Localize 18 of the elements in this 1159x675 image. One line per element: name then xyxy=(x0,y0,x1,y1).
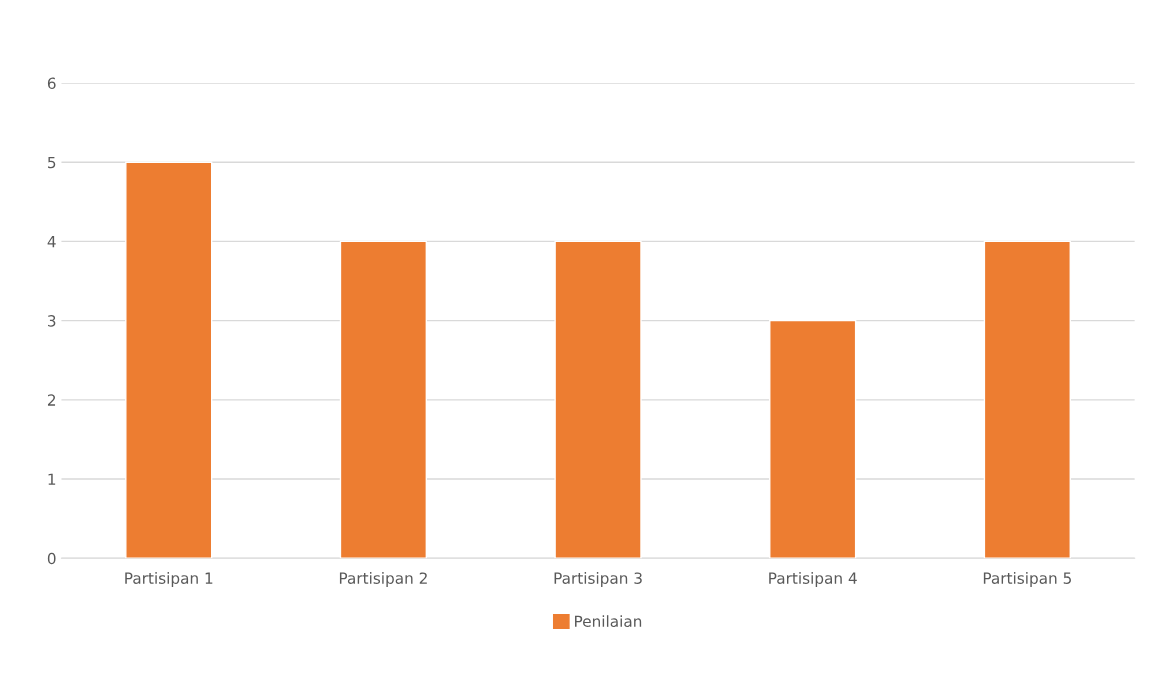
y-tick-label: 0 xyxy=(47,552,56,565)
bar xyxy=(125,161,213,559)
x-tick-label: Partisipan 5 xyxy=(983,572,1071,587)
legend-label: Penilaian xyxy=(575,615,642,628)
x-tick-label: Partisipan 2 xyxy=(339,572,427,587)
x-tick-label: Partisipan 4 xyxy=(769,572,857,587)
y-tick-label: 4 xyxy=(47,236,56,248)
y-tick-label: 6 xyxy=(47,77,56,90)
y-tick-label: 5 xyxy=(48,156,56,169)
y-tick-label: 1 xyxy=(48,473,56,485)
bar xyxy=(769,319,857,559)
bar xyxy=(983,240,1071,559)
y-tick-label: 2 xyxy=(47,394,56,406)
bar xyxy=(339,240,428,559)
x-tick-label: Partisipan 1 xyxy=(125,572,213,587)
y-tick-label: 3 xyxy=(48,315,56,327)
x-tick-label: Partisipan 3 xyxy=(554,572,642,587)
bar xyxy=(554,240,642,559)
